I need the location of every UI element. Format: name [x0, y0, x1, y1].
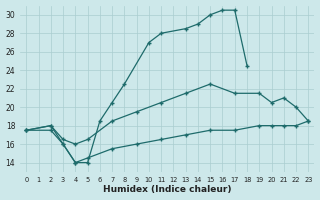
X-axis label: Humidex (Indice chaleur): Humidex (Indice chaleur) [103, 185, 232, 194]
